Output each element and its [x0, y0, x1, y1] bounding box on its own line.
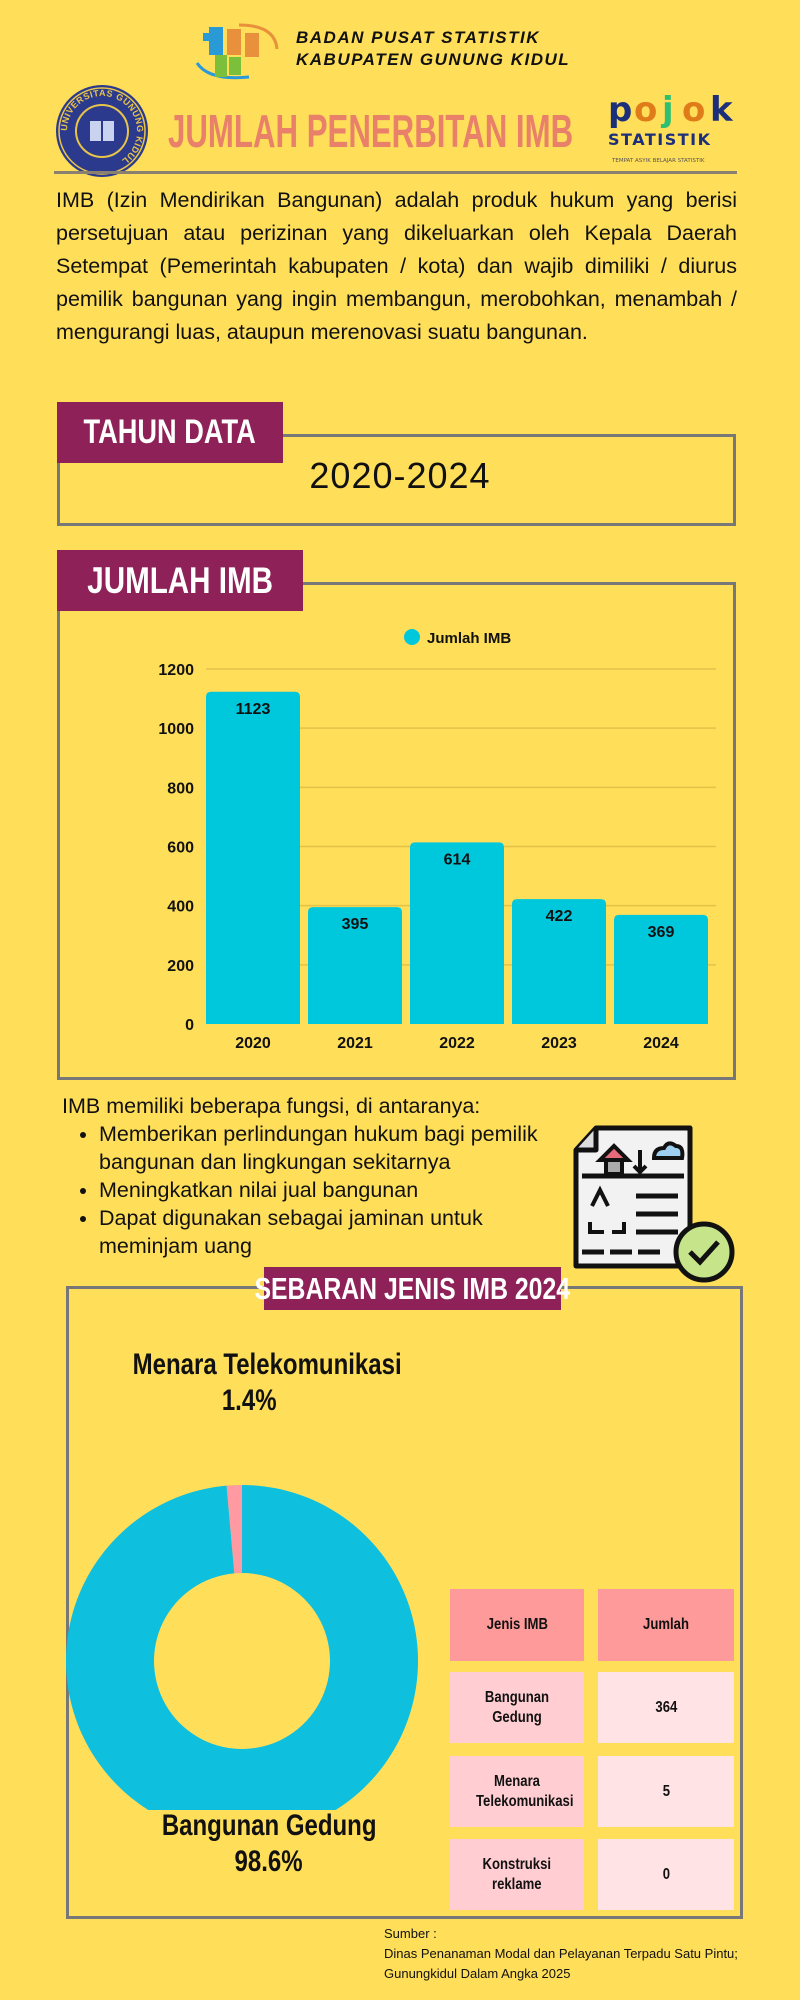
fungsi-list: Memberikan perlindungan hukum bagi pemil…: [62, 1120, 582, 1260]
y-tick-label: 400: [167, 899, 194, 916]
sebaran-section-tag: SEBARAN JENIS IMB 2024: [255, 1267, 570, 1310]
sebaran-section-label: SEBARAN JENIS IMB 2024: [254, 1270, 571, 1306]
x-tick-label: 2024: [643, 1035, 679, 1052]
x-tick-label: 2023: [541, 1035, 577, 1052]
legend-marker: [404, 629, 420, 645]
table-cell-jumlah: 0: [598, 1839, 734, 1910]
pojok-statistik-logo: p o j o k STATISTIK TEMPAT ASYIK BELAJAR…: [608, 90, 734, 164]
bar-chart: 0 200 400 600 800 1000 1200 1123 2020 395 2021 614 2…: [158, 629, 716, 1052]
bar-chart-frame: [57, 582, 736, 1080]
bar-2022: [410, 842, 504, 1024]
page-title-wrap: JUMLAH PENERBITAN IMB: [168, 104, 580, 160]
svg-text:k: k: [710, 90, 734, 130]
svg-text:TEMPAT ASYIK BELAJAR STATISTIK: TEMPAT ASYIK BELAJAR STATISTIK: [611, 158, 705, 164]
bar-value-label: 1123: [236, 701, 271, 718]
year-range-box: [57, 434, 736, 526]
donut-label-bangunan: Bangunan Gedung 98.6%: [119, 1808, 419, 1880]
bps-logo: [195, 23, 279, 80]
bar-2024: [614, 914, 708, 1024]
x-tick-label: 2022: [439, 1035, 475, 1052]
table-cell-jumlah: 364: [598, 1672, 734, 1743]
source-note: Sumber : Dinas Penanaman Modal dan Pelay…: [384, 1924, 738, 1984]
fungsi-section: IMB memiliki beberapa fungsi, di antaran…: [62, 1092, 582, 1260]
jumlah-section-tag: JUMLAH IMB: [57, 550, 303, 611]
svg-text:STATISTIK: STATISTIK: [608, 130, 712, 149]
donut-slice-bangunan-gedung: [66, 1485, 418, 1810]
bar-value-label: 395: [342, 916, 369, 933]
source-line-1: Dinas Penanaman Modal dan Pelayanan Terp…: [384, 1946, 738, 1961]
approved-document-icon: [573, 1125, 735, 1283]
y-tick-label: 0: [185, 1017, 194, 1034]
table-header-jenis: Jenis IMB: [450, 1589, 584, 1661]
table-cell-jumlah: 5: [598, 1756, 734, 1827]
table-header-jumlah: Jumlah: [598, 1589, 734, 1661]
donut-label-menara-name: Menara Telekomunikasi: [132, 1348, 402, 1381]
table-cell-jenis: Konstruksi reklame: [450, 1839, 584, 1910]
bar-value-label: 369: [648, 924, 675, 941]
university-seal-logo: UNIVERSITAS GUNUNG KIDUL: [56, 85, 148, 177]
svg-text:o: o: [634, 90, 657, 130]
y-tick-label: 1200: [158, 662, 194, 679]
bar-2021: [308, 907, 402, 1024]
y-tick-label: 200: [167, 958, 194, 975]
donut-label-bangunan-name: Bangunan Gedung: [161, 1809, 377, 1842]
org-name-line2: KABUPATEN GUNUNG KIDUL: [296, 50, 571, 69]
y-tick-label: 1000: [158, 721, 194, 738]
bar-value-label: 422: [546, 908, 573, 925]
donut-label-menara: Menara Telekomunikasi 1.4%: [99, 1347, 402, 1419]
donut-label-menara-pct: 1.4%: [221, 1384, 277, 1417]
y-tick-label: 600: [167, 840, 194, 857]
donut-label-bangunan-pct: 98.6%: [234, 1845, 304, 1878]
intro-paragraph: IMB (Izin Mendirikan Bangunan) adalah pr…: [56, 188, 737, 344]
fungsi-item: Meningkatkan nilai jual bangunan: [99, 1176, 582, 1204]
fungsi-item: Memberikan perlindungan hukum bagi pemil…: [99, 1120, 582, 1176]
x-tick-label: 2020: [235, 1035, 271, 1052]
svg-text:j: j: [660, 90, 674, 130]
bar-2023: [512, 899, 606, 1024]
svg-text:p: p: [608, 90, 632, 130]
bar-value-label: 614: [444, 851, 471, 868]
svg-text:o: o: [682, 90, 705, 130]
year-section-tag: TAHUN DATA: [57, 402, 283, 463]
source-label: Sumber :: [384, 1926, 437, 1941]
year-section-label: TAHUN DATA: [83, 413, 257, 451]
table-cell-jenis: Bangunan Gedung: [450, 1672, 584, 1743]
year-range-value: 2020-2024: [309, 455, 491, 496]
donut-chart: [66, 1485, 418, 1810]
table-cell-jenis: Menara Telekomunikasi: [450, 1756, 584, 1827]
x-tick-label: 2021: [337, 1035, 373, 1052]
bar-2020: [206, 691, 300, 1024]
header-divider: [54, 171, 737, 174]
y-tick-label: 800: [167, 780, 194, 797]
fungsi-item: Dapat digunakan sebagai jaminan untuk me…: [99, 1204, 582, 1260]
donut-slice-menara-telekomunikasi: [226, 1485, 242, 1574]
source-line-2: Gunungkidul Dalam Angka 2025: [384, 1966, 571, 1981]
page-title: JUMLAH PENERBITAN IMB: [168, 105, 574, 157]
legend-label: Jumlah IMB: [427, 630, 511, 647]
fungsi-intro: IMB memiliki beberapa fungsi, di antaran…: [62, 1094, 481, 1118]
jumlah-section-label: JUMLAH IMB: [87, 559, 273, 601]
org-name-line1: BADAN PUSAT STATISTIK: [296, 28, 540, 47]
